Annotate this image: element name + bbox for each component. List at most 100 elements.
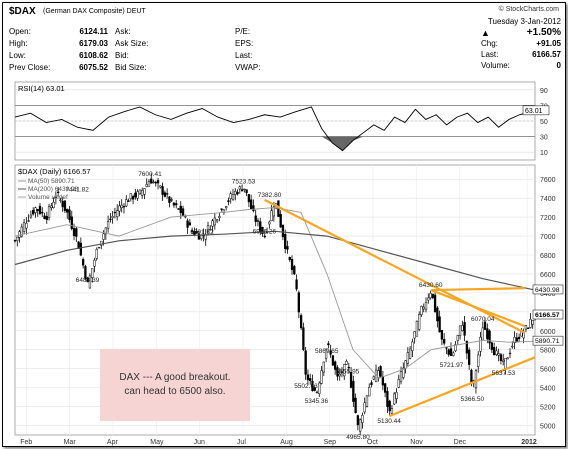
price-candle: [304, 350, 307, 375]
price-candle: [284, 234, 287, 249]
price-candle: [404, 360, 407, 369]
month-tick-label: Dec: [454, 439, 467, 446]
legend-entry: MA(50) 5890.71: [28, 178, 75, 185]
price-candle: [479, 336, 482, 352]
price-annotation: 7523.53: [232, 179, 256, 186]
price-candle: [293, 266, 296, 275]
price-candle: [372, 376, 375, 380]
price-candle: [218, 216, 221, 219]
price-candle: [206, 225, 210, 230]
month-tick-label: Jul: [237, 439, 246, 446]
price-candle: [175, 203, 178, 206]
price-annotation: 5345.36: [305, 398, 329, 405]
price-last-box: [532, 309, 564, 320]
price-candle: [449, 348, 453, 357]
stat-label: P/E:: [235, 27, 251, 36]
price-candle: [79, 242, 83, 256]
price-last-label: 6430.98: [535, 287, 560, 294]
month-tick-label: Jun: [194, 439, 205, 446]
price-candle: [22, 222, 26, 232]
stat-label: VWAP:: [235, 63, 261, 72]
price-candle: [456, 335, 459, 341]
price-candle: [379, 366, 382, 377]
price-candle: [29, 214, 33, 218]
price-candle: [143, 188, 146, 195]
price-candle: [290, 258, 294, 270]
price-annotation: 5637.53: [492, 370, 516, 377]
price-candle: [190, 230, 194, 233]
price-candle: [443, 338, 446, 344]
price-last-label: 6166.57: [535, 312, 560, 319]
price-candle: [399, 371, 403, 382]
stat-label: Last:: [481, 50, 499, 59]
price-candle: [295, 279, 298, 290]
price-candle: [422, 306, 425, 310]
month-tick-label: May: [150, 439, 164, 446]
price-candle: [136, 191, 139, 199]
price-candle: [313, 387, 316, 391]
price-candle: [209, 229, 212, 231]
price-tick-label: 5800: [540, 348, 556, 355]
price-candle: [429, 293, 432, 299]
price-candle: [86, 277, 89, 283]
price-candle: [104, 227, 107, 235]
price-last-box: [532, 284, 564, 295]
month-tick-label: Sep: [324, 439, 337, 446]
quote-date: Tuesday 3-Jan-2012: [487, 17, 561, 26]
price-candle: [91, 268, 94, 278]
price-annotation: 7382.80: [258, 192, 282, 199]
price-annotation: 6483.39: [76, 277, 100, 284]
price-annotation: 6991.62: [190, 229, 214, 236]
price-candle: [454, 344, 457, 352]
price-candle: [492, 347, 496, 356]
price-candle: [393, 393, 396, 405]
price-candle: [261, 226, 264, 235]
price-candle: [315, 391, 319, 394]
price-candle: [320, 370, 323, 384]
price-candle: [170, 199, 173, 201]
price-candle: [331, 355, 335, 366]
price-candle: [122, 206, 126, 208]
price-candle: [229, 193, 232, 199]
price-candle: [259, 221, 262, 232]
price-tick-label: 6600: [540, 272, 556, 279]
price-candle: [111, 216, 114, 218]
price-candle: [381, 376, 385, 386]
price-candle: [433, 294, 437, 312]
price-candle: [497, 353, 500, 356]
price-last-box: [532, 335, 564, 346]
price-candle: [63, 200, 67, 211]
price-candle: [250, 199, 253, 210]
price-candle: [59, 199, 62, 201]
rsi-last-box: [522, 105, 550, 116]
stat-value: 6075.52: [79, 63, 108, 72]
price-candle: [306, 374, 310, 381]
stat-label: Low:: [9, 51, 26, 60]
price-candle: [252, 205, 255, 212]
price-candle: [95, 248, 98, 259]
stat-label: Last:: [235, 51, 253, 60]
price-candle: [256, 220, 260, 222]
price-candle: [75, 228, 78, 237]
price-candle: [356, 415, 360, 426]
rsi-tick-label: 90: [540, 88, 548, 95]
price-candle: [181, 208, 185, 217]
month-tick-label: Mar: [64, 439, 77, 446]
price-candle: [458, 325, 462, 336]
month-tick-label: 2012: [521, 439, 537, 446]
price-candle: [236, 191, 239, 195]
price-candle: [463, 322, 466, 336]
price-candle: [113, 211, 117, 214]
price-tick-label: 5600: [540, 367, 556, 374]
up-arrow-icon: ▲: [481, 28, 490, 38]
price-candle: [327, 343, 330, 346]
price-candle: [93, 259, 96, 267]
price-candle: [125, 199, 128, 207]
price-candle: [36, 209, 39, 211]
stat-label: Volume:: [481, 61, 510, 70]
price-candle: [116, 210, 119, 218]
price-candle: [231, 194, 235, 200]
price-candle: [263, 235, 266, 238]
note-line-2: can head to 6500 also.: [124, 386, 226, 397]
